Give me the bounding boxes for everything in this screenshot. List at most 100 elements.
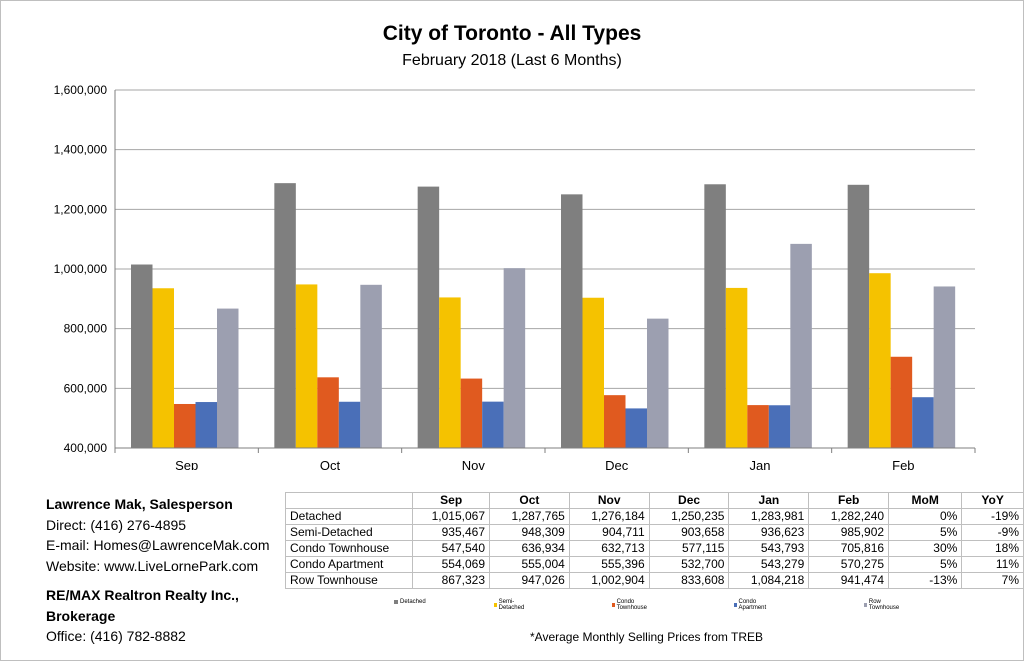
table-row: Semi-Detached 935,467 948,309 904,711 903,65… bbox=[284, 524, 1024, 541]
x-tick-label: Feb bbox=[892, 458, 914, 470]
legend-swatch bbox=[734, 603, 737, 607]
table-header-cell: Oct bbox=[489, 492, 570, 509]
table-header-cell: Jan bbox=[728, 492, 810, 509]
bar-condo-townhouse bbox=[890, 356, 913, 448]
table-cell: 904,711 bbox=[568, 524, 650, 541]
bar-condo-townhouse bbox=[460, 378, 483, 448]
legend-label: Semi-Detached bbox=[498, 599, 525, 611]
table-cell: 5% bbox=[888, 556, 963, 573]
x-tick-label: Jan bbox=[750, 458, 771, 470]
table-row: Condo Apartment 554,069 555,004 555,396 532,… bbox=[284, 556, 1024, 573]
table-cell: 555,396 bbox=[568, 556, 650, 573]
y-tick-label: 1,200,000 bbox=[54, 202, 108, 216]
legend-label: Condo Townhouse bbox=[616, 599, 647, 611]
agent-name: Lawrence Mak, Salesperson bbox=[46, 496, 233, 512]
table-header-cell: Feb bbox=[808, 492, 890, 509]
legend-item: Condo Apartment bbox=[734, 599, 768, 611]
table-header-cell: Dec bbox=[648, 492, 730, 509]
contact-block: Lawrence Mak, Salesperson Direct: (416) … bbox=[46, 494, 286, 647]
table-row: Detached 1,015,067 1,287,765 1,276,184 1,250… bbox=[284, 508, 1024, 525]
direct-phone: Direct: (416) 276-4895 bbox=[46, 516, 187, 533]
website: Website: www.LiveLornePark.com bbox=[46, 557, 259, 574]
bar-row-townhouse bbox=[217, 308, 239, 448]
office-phone: Office: (416) 782-8882 bbox=[46, 628, 186, 644]
legend-item: Condo Townhouse bbox=[612, 599, 648, 611]
bar-condo-townhouse bbox=[604, 395, 626, 448]
table-cell: 7% bbox=[961, 572, 1024, 589]
legend-swatch bbox=[612, 603, 615, 607]
table-cell: 948,309 bbox=[489, 524, 570, 541]
table-cell: -19% bbox=[961, 508, 1024, 525]
row-label: Condo Apartment bbox=[284, 556, 414, 573]
bar-condo-townhouse bbox=[747, 405, 769, 448]
bar-semi-detached bbox=[439, 297, 461, 448]
bar-semi-detached bbox=[152, 288, 174, 448]
table-cell: 11% bbox=[961, 556, 1024, 573]
y-tick-label: 400,000 bbox=[64, 441, 108, 455]
bar-row-townhouse bbox=[933, 286, 956, 448]
bar-detached bbox=[704, 184, 726, 449]
table-cell: 30% bbox=[888, 540, 963, 557]
table-cell: 1,015,067 bbox=[412, 508, 491, 525]
table-cell: 903,658 bbox=[648, 524, 730, 541]
table-cell: -13% bbox=[888, 572, 963, 589]
table-cell: 554,069 bbox=[412, 556, 491, 573]
y-tick-label: 1,600,000 bbox=[54, 83, 108, 97]
table-cell: 935,467 bbox=[412, 524, 491, 541]
table-header-cell: Nov bbox=[568, 492, 650, 509]
table-header-row: Sep Oct Nov Dec Jan Feb MoM YoY bbox=[284, 492, 1024, 509]
row-label: Condo Townhouse bbox=[284, 540, 414, 557]
table-cell: 867,323 bbox=[412, 572, 491, 589]
table-cell: 5% bbox=[888, 524, 963, 541]
table-header-cell: YoY bbox=[961, 492, 1024, 509]
bar-row-townhouse bbox=[790, 243, 812, 448]
table-cell: 555,004 bbox=[489, 556, 570, 573]
email: E-mail: Homes@LawrenceMak.com bbox=[46, 537, 270, 553]
legend-label: Row Townhouse bbox=[868, 599, 900, 611]
table-header-cell: MoM bbox=[888, 492, 963, 509]
bar-condo-apartment bbox=[482, 401, 504, 448]
table-row: Row Townhouse 867,323 947,026 1,002,904 833,… bbox=[284, 572, 1024, 589]
table-cell: 532,700 bbox=[648, 556, 730, 573]
table-header-cell bbox=[284, 492, 414, 509]
bar-row-townhouse bbox=[647, 318, 669, 448]
bar-condo-apartment bbox=[338, 401, 361, 448]
bar-chart: 400,000 600,000 800,000 1,000,000 1,200,000 1… bbox=[54, 83, 976, 470]
x-tick-label: Dec bbox=[605, 458, 629, 470]
table-cell: 577,115 bbox=[648, 540, 730, 557]
bar-semi-detached bbox=[582, 297, 604, 448]
legend-swatch bbox=[394, 600, 398, 604]
table-cell: 543,793 bbox=[728, 540, 810, 557]
bar-row-townhouse bbox=[360, 284, 382, 448]
y-tick-label: 800,000 bbox=[64, 322, 108, 336]
x-tick-label: Sep bbox=[175, 458, 198, 470]
table-cell: 636,934 bbox=[489, 540, 570, 557]
table-cell: -9% bbox=[961, 524, 1024, 541]
bar-semi-detached bbox=[869, 273, 891, 448]
bar-condo-apartment bbox=[768, 405, 791, 448]
x-tick-label: Nov bbox=[462, 458, 486, 470]
footnote: *Average Monthly Selling Prices from TRE… bbox=[530, 630, 763, 644]
bar-semi-detached bbox=[295, 284, 318, 448]
table-cell: 543,279 bbox=[728, 556, 810, 573]
legend-swatch bbox=[494, 603, 497, 607]
bar-condo-apartment bbox=[625, 408, 647, 448]
row-label: Row Townhouse bbox=[284, 572, 414, 589]
table-cell: 941,474 bbox=[808, 572, 890, 589]
chart-title: City of Toronto - All Types bbox=[382, 22, 642, 45]
table-cell: 705,816 bbox=[808, 540, 890, 557]
table-cell: 947,026 bbox=[489, 572, 570, 589]
y-tick-label: 600,000 bbox=[64, 381, 108, 395]
table-row: Condo Townhouse 547,540 636,934 632,713 577,… bbox=[284, 540, 1024, 557]
bar-row-townhouse bbox=[503, 268, 526, 448]
legend-item: Semi-Detached bbox=[494, 599, 526, 611]
row-label: Detached bbox=[284, 508, 414, 525]
data-table: Sep Oct Nov Dec Jan Feb MoM YoY Detached 1,015,06… bbox=[284, 492, 1024, 589]
bar-condo-apartment bbox=[912, 397, 934, 448]
legend-item: Row Townhouse bbox=[864, 599, 900, 611]
table-cell: 1,276,184 bbox=[568, 508, 650, 525]
y-tick-label: 1,000,000 bbox=[54, 262, 108, 276]
bar-detached bbox=[274, 183, 296, 449]
table-cell: 1,282,240 bbox=[808, 508, 890, 525]
table-header-cell: Sep bbox=[412, 492, 491, 509]
